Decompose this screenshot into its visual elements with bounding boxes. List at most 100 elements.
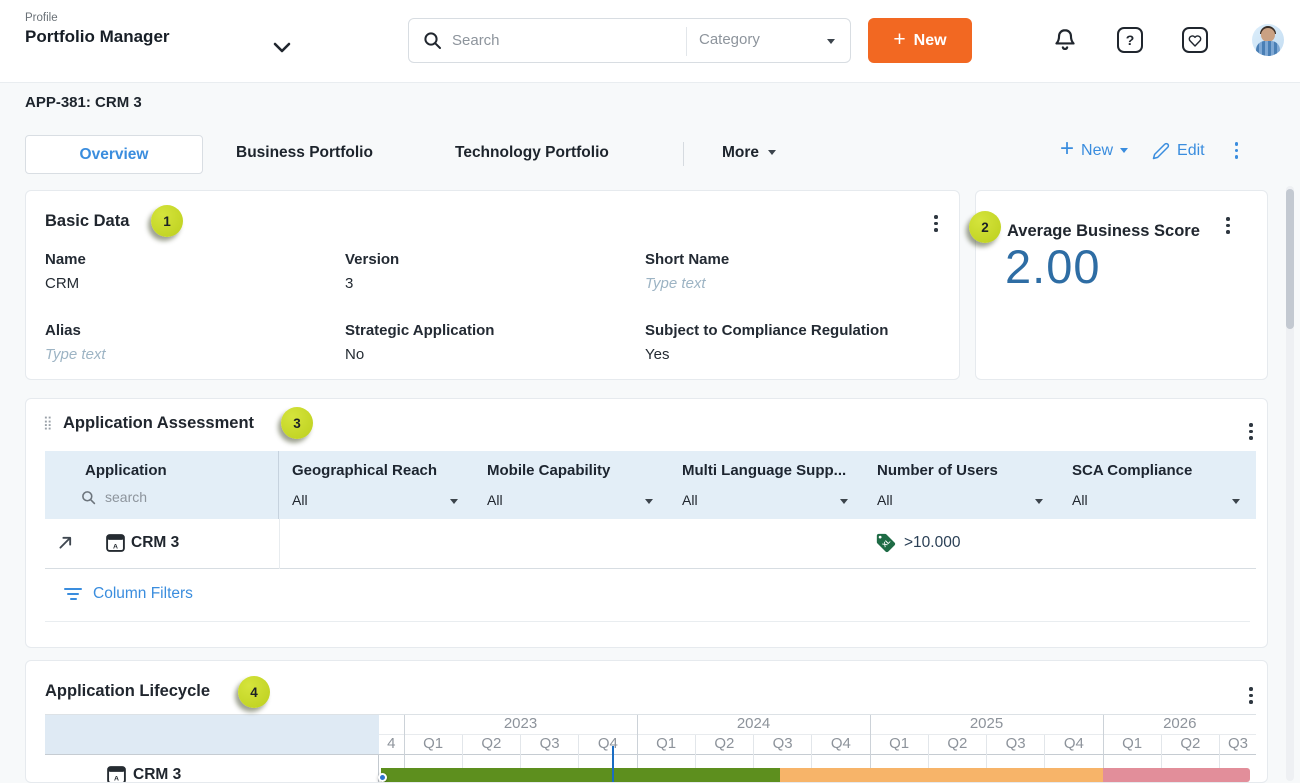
tab-overview[interactable]: Overview <box>25 135 203 174</box>
pencil-icon <box>1152 142 1170 159</box>
column-mobile-capability: Mobile Capability All <box>474 451 669 519</box>
lifecycle-start-handle[interactable] <box>378 773 387 782</box>
divider <box>683 142 684 166</box>
score-kebab-menu[interactable] <box>1224 215 1232 236</box>
top-bar: Profile Portfolio Manager Category + New… <box>0 0 1300 83</box>
divider <box>279 519 280 569</box>
tab-more-dropdown[interactable]: More <box>722 144 776 162</box>
bell-icon[interactable] <box>1052 27 1078 53</box>
filter-select[interactable]: All <box>1072 492 1088 508</box>
global-search: Category <box>408 18 851 63</box>
score-title: Average Business Score <box>1007 222 1200 240</box>
column-filters-link[interactable]: Column Filters <box>64 585 193 603</box>
quarter-cell: Q2 <box>463 735 521 755</box>
assessment-kebab-menu[interactable] <box>1247 421 1255 442</box>
page-scrollbar-track[interactable] <box>1286 186 1294 781</box>
search-input[interactable] <box>452 32 652 49</box>
plus-icon: + <box>893 28 906 51</box>
chevron-down-icon <box>1232 499 1240 504</box>
lifecycle-kebab-menu[interactable] <box>1247 685 1255 706</box>
new-dropdown-button[interactable]: + New <box>1060 135 1129 162</box>
tab-technology-portfolio[interactable]: Technology Portfolio <box>455 144 609 161</box>
row-application-name[interactable]: CRM 3 <box>131 534 180 551</box>
field-alias: Alias Type text <box>45 322 106 363</box>
chevron-down-icon <box>450 499 458 504</box>
help-icon[interactable]: ? <box>1117 27 1143 53</box>
basic-data-kebab-menu[interactable] <box>932 213 940 234</box>
health-icon[interactable] <box>1182 27 1208 53</box>
column-search-input[interactable] <box>105 489 225 505</box>
profile-label: Profile <box>25 12 58 24</box>
quarter-cell: Q3 <box>987 735 1046 755</box>
divider <box>45 621 1250 622</box>
quarter-cell: 4 <box>379 735 405 755</box>
category-dropdown[interactable]: Category <box>699 31 760 48</box>
year-cell: 2023 <box>405 715 638 735</box>
edit-button[interactable]: Edit <box>1152 142 1205 160</box>
lifecycle-title: Application Lifecycle <box>45 682 211 700</box>
step-badge-1: 1 <box>151 205 183 237</box>
step-badge-4: 4 <box>238 676 270 708</box>
quarter-cell: Q2 <box>929 735 987 755</box>
filter-select[interactable]: All <box>487 492 503 508</box>
svg-text:A: A <box>113 544 118 551</box>
column-application: Application <box>45 451 279 519</box>
score-value: 2.00 <box>1005 240 1101 293</box>
today-marker-line <box>612 746 614 782</box>
column-geographical-reach: Geographical Reach All <box>279 451 474 519</box>
new-button[interactable]: + New <box>868 18 972 63</box>
quarter-cell: Q3 <box>1227 735 1248 752</box>
search-icon <box>424 32 441 49</box>
field-version: Version 3 <box>345 251 400 292</box>
basic-data-title: Basic Data <box>45 212 130 230</box>
profile-name: Portfolio Manager <box>25 27 170 46</box>
user-avatar[interactable] <box>1252 24 1284 56</box>
tab-business-portfolio[interactable]: Business Portfolio <box>236 144 373 161</box>
table-header: Application Geographical Reach All Mobil… <box>45 451 1256 519</box>
quarter-cell: Q3 <box>754 735 813 755</box>
year-cell-partial <box>379 715 405 735</box>
filter-select[interactable]: All <box>682 492 698 508</box>
gantt-quarter-row: 4 Q1 Q2 Q3 Q4 Q1 Q2 Q3 Q4 Q1 Q2 Q3 Q4 Q1… <box>379 735 1256 755</box>
open-in-new-icon[interactable] <box>57 534 74 551</box>
basic-data-card: Basic Data 1 Name CRM Version 3 Short Na… <box>25 190 960 380</box>
tag-icon: XL <box>876 533 896 553</box>
field-name: Name CRM <box>45 251 86 292</box>
lifecycle-bar-active[interactable] <box>381 768 780 782</box>
page-kebab-menu[interactable] <box>1233 140 1241 161</box>
filter-select[interactable]: All <box>292 492 308 508</box>
gantt-label-column: A CRM 3 <box>45 715 379 782</box>
gantt-row-label[interactable]: A CRM 3 <box>107 766 181 782</box>
drag-handle-icon[interactable]: ⣿ <box>43 415 53 430</box>
column-number-of-users: Number of Users All <box>864 451 1059 519</box>
year-cell: 2025 <box>871 715 1104 735</box>
profile-selector[interactable]: Profile Portfolio Manager <box>25 12 291 53</box>
step-badge-3: 3 <box>281 407 313 439</box>
column-search <box>81 489 225 505</box>
year-cell: 2026 <box>1163 715 1197 732</box>
divider <box>686 27 687 56</box>
gantt-label-header <box>45 715 379 755</box>
lifecycle-bar-phase-out[interactable] <box>780 768 1103 782</box>
quarter-cell: Q4 <box>579 735 638 755</box>
page-scrollbar-thumb[interactable] <box>1286 189 1294 329</box>
filter-select[interactable]: All <box>877 492 893 508</box>
tab-bar: Overview Business Portfolio Technology P… <box>0 133 1300 175</box>
search-icon <box>82 490 96 504</box>
application-icon: A <box>106 534 125 552</box>
table-row[interactable]: A CRM 3 XL >10.000 <box>45 519 1256 569</box>
quarter-cell: Q4 <box>1045 735 1104 755</box>
lifecycle-bar-end-of-life[interactable] <box>1103 768 1250 782</box>
step-badge-2: 2 <box>969 211 1001 243</box>
table-footer: Column Filters <box>45 569 1256 621</box>
new-button-label: New <box>913 31 947 49</box>
assessment-title: Application Assessment <box>63 414 255 432</box>
svg-text:XL: XL <box>881 538 892 549</box>
quarter-cell: Q1 <box>405 735 463 755</box>
filter-icon <box>64 588 82 600</box>
column-sca-compliance: SCA Compliance All <box>1059 451 1256 519</box>
plus-icon: + <box>1060 135 1075 162</box>
factsheet-title: APP-381: CRM 3 <box>25 94 142 111</box>
lifecycle-gantt: A CRM 3 2023 2024 2025 2026 4 Q1 Q2 Q3 <box>45 714 1256 782</box>
